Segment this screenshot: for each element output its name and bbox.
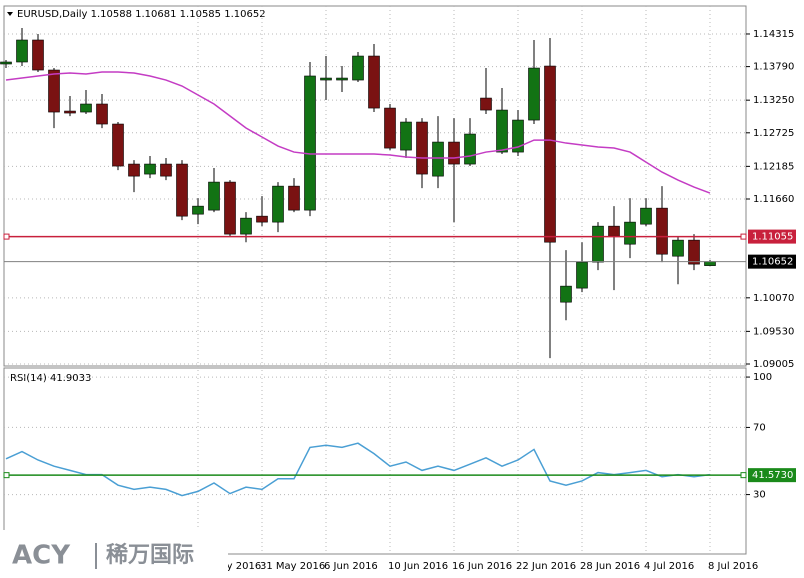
candle-body	[144, 163, 156, 175]
y-tick-label: 1.12725	[753, 128, 794, 139]
candle-body	[640, 207, 652, 225]
main-panel	[3, 5, 747, 367]
candle-body	[80, 103, 92, 113]
candle-body	[432, 141, 444, 177]
candle-body	[624, 221, 636, 245]
candle-body	[48, 69, 60, 113]
candle-body	[352, 55, 364, 81]
x-tick-label: 16 Jun 2016	[452, 561, 512, 572]
level-handle	[740, 472, 747, 479]
y-tick-label: 100	[753, 372, 772, 383]
y-tick-label: 1.14315	[753, 29, 794, 40]
candle-body	[416, 121, 428, 175]
candle-body	[256, 215, 268, 223]
y-tick-label: 1.13790	[753, 62, 794, 73]
y-tick-label: 1.11660	[753, 194, 794, 205]
menu-arrow	[7, 12, 13, 16]
candle-body	[96, 103, 108, 125]
y-tick-label: 1.12185	[753, 161, 794, 172]
candle-body	[448, 141, 460, 165]
candle-body	[240, 217, 252, 235]
candle-body	[576, 261, 588, 289]
x-tick-label: 22 Jun 2016	[516, 561, 576, 572]
candle-body	[528, 67, 540, 121]
candle-body	[336, 77, 348, 81]
candle-body	[16, 39, 28, 63]
candle-body	[544, 65, 556, 243]
logo-brand: ACY	[12, 541, 71, 571]
candle-body	[288, 185, 300, 211]
price_line-label-box	[748, 254, 796, 269]
x-tick-label: 25 May 2016	[196, 561, 261, 572]
y-tick-label: 1.13250	[753, 95, 794, 106]
candle-body	[704, 261, 716, 266]
rsi-panel	[3, 367, 747, 555]
x-tick-label: 8 Jul 2016	[708, 561, 758, 572]
candle-body	[176, 163, 188, 217]
candle-body	[400, 121, 412, 151]
candle-body	[304, 75, 316, 211]
candle-body	[592, 225, 604, 263]
level-handle	[3, 472, 10, 479]
x-tick-label: 10 Jun 2016	[388, 561, 448, 572]
level-label-box	[748, 468, 796, 483]
candle-body	[384, 107, 396, 149]
x-tick-label: 6 Jun 2016	[324, 561, 378, 572]
candle-body	[512, 119, 524, 153]
candle-body	[160, 163, 172, 177]
candle-body	[688, 239, 700, 265]
logo-box	[0, 530, 228, 578]
logo-cn: 稀万国际	[106, 542, 194, 568]
y-tick-label: 1.09005	[753, 359, 794, 370]
candle-body	[560, 285, 572, 303]
candle-body	[656, 207, 668, 255]
x-tick-label: 4 Jul 2016	[644, 561, 694, 572]
candle-body	[672, 239, 684, 257]
candle-body	[128, 163, 140, 177]
y-tick-label: 1.09530	[753, 326, 794, 337]
level-handle	[3, 233, 10, 240]
y-tick-label: 1.10070	[753, 293, 794, 304]
candle-body	[192, 205, 204, 215]
candle-body	[112, 123, 124, 167]
level-label: 1.11055	[752, 232, 793, 243]
candle-body	[320, 77, 332, 81]
candle-body	[64, 110, 76, 114]
candle-body	[464, 133, 476, 165]
candle-body	[32, 39, 44, 71]
y-tick-label: 30	[753, 490, 766, 501]
candle-body	[608, 225, 620, 237]
candle-body	[224, 181, 236, 235]
x-tick-label: 31 May 2016	[260, 561, 325, 572]
candle-body	[480, 97, 492, 111]
candle-body	[496, 109, 508, 153]
y-tick-label: 70	[753, 422, 766, 433]
chart-title: EURUSD,Daily 1.10588 1.10681 1.10585 1.1…	[17, 9, 266, 20]
price_line-label: 1.10652	[752, 257, 793, 268]
rsi-title: RSI(14) 41.9033	[10, 373, 91, 384]
candle-body	[208, 181, 220, 211]
candle-body	[368, 55, 380, 109]
candle-body	[0, 61, 12, 65]
x-tick-label: 28 Jun 2016	[580, 561, 640, 572]
candle-body	[272, 185, 284, 223]
moving-average	[5, 71, 711, 194]
level-label-box	[748, 229, 796, 244]
level-handle	[740, 233, 747, 240]
level-label: 41.5730	[752, 470, 793, 481]
